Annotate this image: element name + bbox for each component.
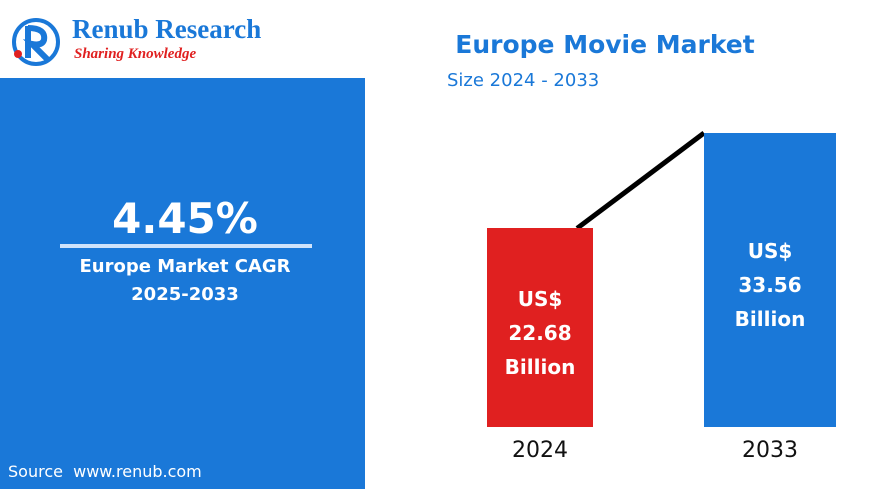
x-tick-label: 2024 [512, 438, 568, 463]
chart-subtitle: Size 2024 - 2033 [447, 70, 600, 91]
growth-connector [575, 131, 706, 231]
cagr-label: Europe Market CAGR [79, 256, 291, 277]
cagr-value: 4.45% [112, 194, 258, 243]
value-label: US$ 33.56 Billion [734, 239, 806, 331]
value-label: US$ 22.68 Billion [504, 286, 576, 379]
bar [704, 133, 836, 427]
logo-tagline: Sharing Knowledge [74, 46, 197, 62]
x-tick-label: 2033 [742, 438, 798, 463]
bar [487, 228, 593, 427]
source: Source www.renub.com [8, 462, 202, 481]
divider [60, 244, 312, 248]
chart-title: Europe Movie Market [455, 30, 755, 59]
cagr-panel [0, 78, 365, 489]
logo-icon [12, 18, 60, 66]
logo-name: Renub Research [72, 14, 262, 44]
cagr-period: 2025-2033 [131, 284, 239, 305]
